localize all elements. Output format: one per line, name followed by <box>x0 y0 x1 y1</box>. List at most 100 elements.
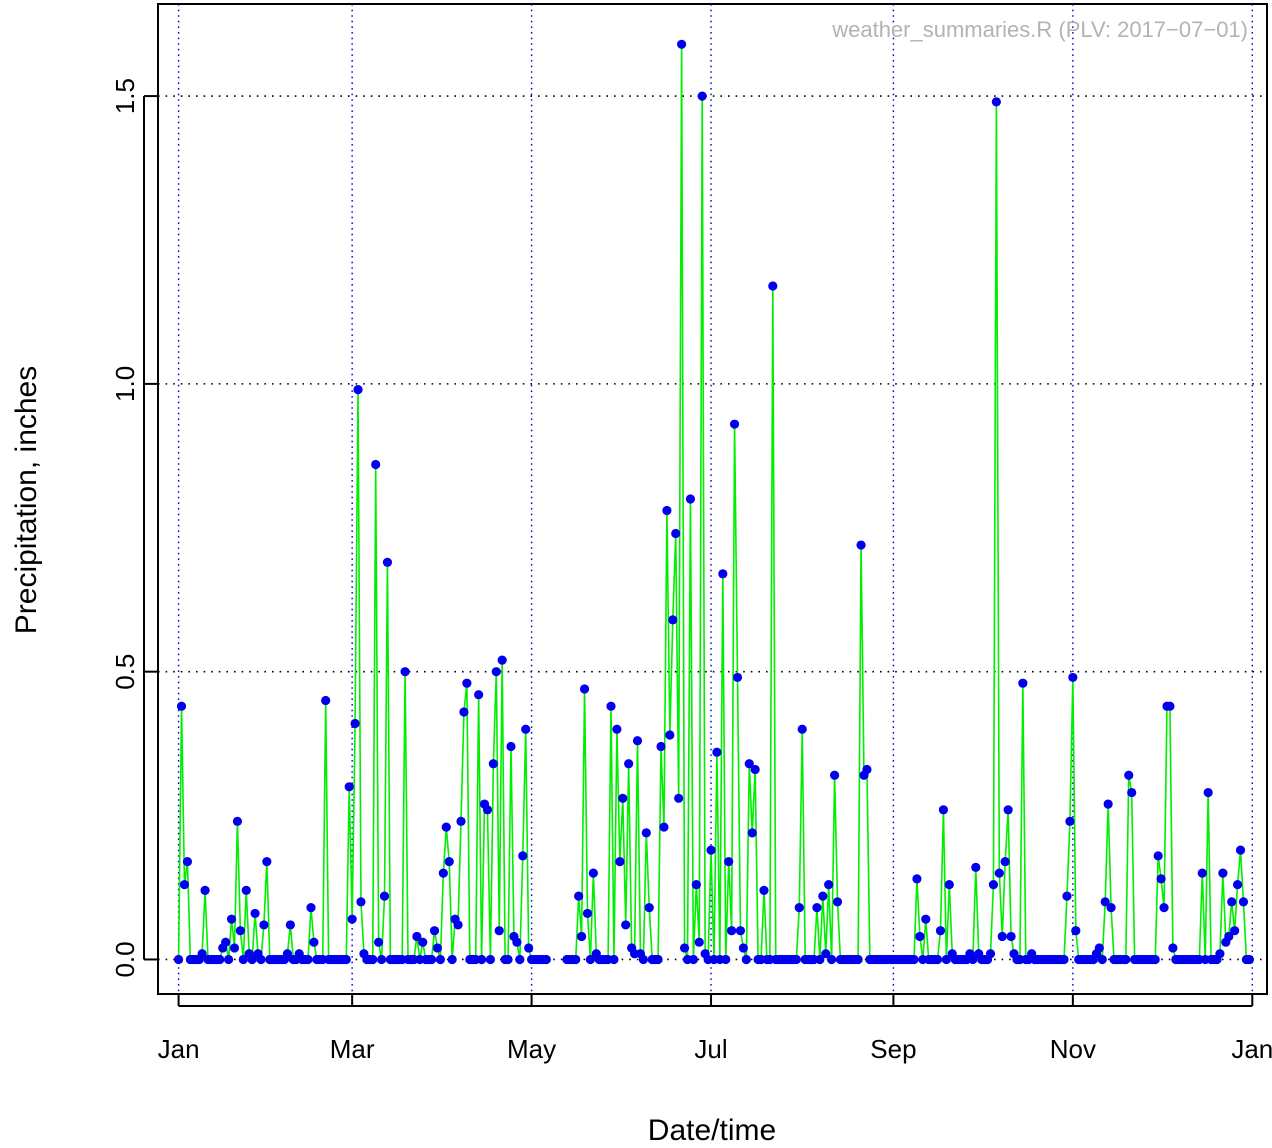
data-point <box>679 943 690 953</box>
data-point <box>1168 943 1178 953</box>
data-point <box>1224 931 1234 942</box>
data-point <box>1018 678 1028 688</box>
data-point <box>1197 868 1207 878</box>
data-point <box>229 943 240 953</box>
data-point <box>677 39 687 49</box>
x-axis-title: Date/time <box>648 1114 776 1147</box>
data-point <box>621 920 631 930</box>
data-point <box>1062 891 1072 901</box>
data-point <box>497 655 507 665</box>
data-point <box>824 880 834 890</box>
data-point <box>582 908 593 919</box>
data-point <box>721 954 731 965</box>
y-tick-label: 1.0 <box>110 366 140 402</box>
data-point <box>968 954 978 965</box>
data-point <box>235 926 245 936</box>
data-point <box>1244 954 1254 965</box>
data-point <box>694 937 704 947</box>
data-point <box>571 954 581 965</box>
data-point <box>997 931 1007 942</box>
data-point <box>1121 954 1131 965</box>
data-point <box>1100 897 1110 907</box>
data-point <box>606 701 616 711</box>
data-point <box>418 937 428 947</box>
data-point <box>653 954 663 965</box>
data-point <box>221 937 231 947</box>
data-point <box>1065 816 1075 826</box>
data-point <box>1215 949 1225 959</box>
data-point <box>435 954 445 965</box>
data-point <box>988 880 999 890</box>
data-point <box>256 954 266 965</box>
data-point <box>1068 672 1078 683</box>
data-point <box>488 759 498 769</box>
series-line-segment <box>566 44 1250 961</box>
data-point <box>485 954 496 965</box>
series-points <box>173 39 1254 965</box>
data-point <box>353 385 363 395</box>
series-line-segment <box>177 389 547 963</box>
data-point <box>577 931 587 942</box>
data-point <box>1156 874 1166 884</box>
x-tick-label: Jan <box>1231 1034 1272 1064</box>
data-point <box>476 954 487 965</box>
data-point <box>624 759 634 769</box>
data-point <box>1238 897 1249 907</box>
data-point <box>426 954 437 965</box>
y-tick-label: 0.0 <box>110 941 140 977</box>
data-point <box>474 690 484 700</box>
data-point <box>609 954 619 965</box>
data-point <box>818 891 828 901</box>
data-point <box>197 949 207 959</box>
x-tick-label: Jan <box>158 1034 200 1064</box>
script-annotation: weather_summaries.R (PLV: 2017−07−01) <box>831 17 1248 42</box>
data-point <box>971 862 981 872</box>
data-point <box>350 718 360 729</box>
data-point <box>200 885 210 896</box>
data-point <box>938 805 949 815</box>
data-point <box>759 885 769 896</box>
data-point <box>303 954 313 965</box>
data-point <box>644 903 654 913</box>
data-point <box>724 857 734 867</box>
y-axis-title: Precipitation, inches <box>10 366 43 634</box>
data-point <box>226 914 237 924</box>
data-point <box>344 782 354 792</box>
data-point <box>665 730 675 740</box>
data-point <box>915 931 925 942</box>
data-point <box>494 926 504 936</box>
data-point <box>797 724 807 734</box>
y-tick-label: 1.5 <box>110 78 140 114</box>
data-point <box>994 868 1004 878</box>
data-point <box>712 747 722 757</box>
data-point <box>668 615 678 625</box>
data-point <box>309 937 319 947</box>
data-point <box>429 926 440 936</box>
data-point <box>1218 868 1228 878</box>
data-point <box>356 897 366 907</box>
plot-frame <box>157 3 1268 995</box>
data-point <box>794 903 804 913</box>
data-point <box>521 724 531 734</box>
data-point <box>662 505 672 516</box>
data-point <box>518 851 528 861</box>
data-point <box>912 874 922 884</box>
data-point <box>441 822 451 832</box>
data-point <box>447 954 457 965</box>
data-point <box>524 943 534 953</box>
data-point <box>688 954 698 965</box>
data-point <box>638 954 648 965</box>
data-point <box>444 857 454 867</box>
data-point <box>641 828 651 838</box>
data-point <box>176 701 187 711</box>
data-point <box>697 91 707 101</box>
data-point <box>182 857 193 867</box>
data-point <box>1124 770 1134 780</box>
data-point <box>515 954 525 965</box>
data-point <box>1232 880 1243 890</box>
data-point <box>1006 931 1016 942</box>
data-point <box>321 695 331 706</box>
data-point <box>250 908 260 919</box>
data-point <box>574 891 584 901</box>
series-line <box>177 44 1250 963</box>
